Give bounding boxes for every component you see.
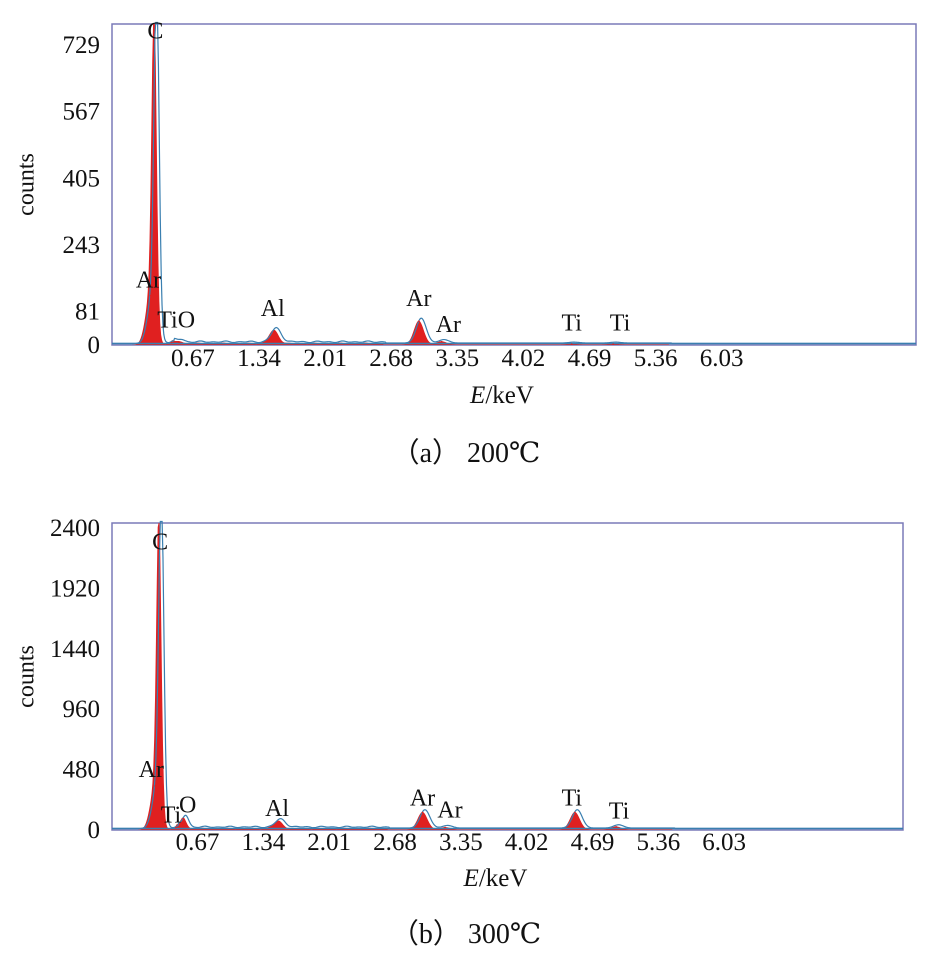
chart-b-peak-marker xyxy=(158,533,160,536)
chart-b-xtick-label: 1.34 xyxy=(241,829,285,856)
chart-a-caption: （a） 200℃ xyxy=(392,437,541,469)
chart-b-xtick-label: 6.03 xyxy=(702,829,746,856)
chart-b-xtick-label: 2.01 xyxy=(307,829,351,856)
chart-a-peak-marker xyxy=(272,331,275,333)
chart-a-spectrum-fill-group xyxy=(112,24,916,345)
chart-a-xtick-label: 6.03 xyxy=(700,345,744,372)
chart-b-peak-label: Al xyxy=(265,796,289,822)
chart-b-x-axis-symbol: E xyxy=(463,865,479,892)
chart-b-peak-marker xyxy=(175,826,177,829)
chart-a-xtick-label: 3.35 xyxy=(435,345,479,372)
chart-a-peak-marker xyxy=(149,294,152,297)
chart-b-peak-label: Ti xyxy=(562,785,583,811)
chart-a-peak-label: Ti xyxy=(561,311,582,337)
chart-b-xtick-label: 4.69 xyxy=(571,829,615,856)
chart-a-xtick-label: 4.02 xyxy=(501,345,545,372)
chart-b-ytick-label: 1920 xyxy=(50,575,100,602)
chart-b-spectrum-line xyxy=(112,520,903,830)
chart-a-ytick-label: 243 xyxy=(63,232,101,259)
chart-a-plot-frame xyxy=(111,23,917,346)
chart-a-spectrum-fill xyxy=(112,24,916,345)
chart-b-ytick-label: 2400 xyxy=(50,515,100,542)
chart-b-peak-marker xyxy=(574,811,576,814)
chart-b-peak-label: O xyxy=(179,792,196,818)
chart-a-peak-label: Ti xyxy=(610,311,631,337)
chart-a-x-axis-unit: /keV xyxy=(485,382,534,409)
chart-a-peak-label: Al xyxy=(261,296,285,322)
chart-b-xtick-label: 4.02 xyxy=(505,829,549,856)
eds-spectrum-chart-a: 0 81 243 405 567 729 0.67 1.34 2.01 2.68 3.35 4.02 4… xyxy=(14,18,917,469)
chart-a-peak-marker xyxy=(570,343,573,345)
chart-b-peak-label: Ti xyxy=(161,802,182,828)
chart-a-ytick-label: 81 xyxy=(75,299,100,326)
chart-a-peak-label: TiO xyxy=(157,308,195,334)
chart-a-peak-marker xyxy=(178,341,180,344)
chart-a-peak-label: Ar xyxy=(136,267,161,293)
chart-a-ytick-label: 729 xyxy=(63,32,101,59)
chart-a-x-axis-symbol: E xyxy=(469,382,485,409)
chart-b-peak-marker xyxy=(444,826,446,829)
chart-b-xtick-label: 3.35 xyxy=(439,829,483,856)
chart-a-peak-marker xyxy=(153,25,155,27)
chart-b-peak-label: Ar xyxy=(410,785,435,811)
chart-a-xtick-label: 5.36 xyxy=(634,345,678,372)
chart-b-caption: （b） 300℃ xyxy=(391,918,541,950)
chart-a-ytick-label: 405 xyxy=(63,165,101,192)
chart-b-xtick-label: 0.67 xyxy=(176,829,220,856)
chart-a-x-axis-label: E/keV xyxy=(469,382,534,409)
chart-a-peak-marker xyxy=(418,320,420,322)
chart-a-peak-marker xyxy=(612,343,614,345)
chart-b-ytick-label: 1440 xyxy=(50,636,100,663)
chart-b-peak-marker xyxy=(277,821,279,824)
chart-b-peak-label: Ar xyxy=(437,797,462,823)
chart-b-plot-frame xyxy=(111,522,904,831)
chart-b-peak-marker xyxy=(182,817,185,820)
chart-b-peak-label: Ti xyxy=(609,799,630,825)
chart-b-xtick-label: 2.68 xyxy=(373,829,417,856)
chart-b-peak-label: Ar xyxy=(139,757,164,783)
chart-a-peak-label: C xyxy=(147,18,163,44)
chart-b-ytick-label: 0 xyxy=(88,817,101,844)
chart-a-ytick-label: 0 xyxy=(88,332,101,359)
chart-b-ytick-label: 480 xyxy=(63,757,101,784)
chart-b-peak-marker xyxy=(615,826,617,828)
chart-a-xtick-label: 0.67 xyxy=(171,345,215,372)
chart-b-spectrum-fill-group xyxy=(112,523,903,830)
chart-b-peak-marker xyxy=(154,785,157,787)
chart-a-xtick-label: 2.01 xyxy=(303,345,347,372)
chart-b-peak-marker xyxy=(421,811,424,814)
chart-b-x-axis-label: E/keV xyxy=(463,865,528,892)
chart-a-peak-label: Ar xyxy=(436,312,461,338)
eds-spectrum-chart-b: 0 480 960 1440 1920 2400 0.67 1.34 2.01 2.68 3.35 4… xyxy=(14,515,904,950)
chart-b-xtick-label: 5.36 xyxy=(636,829,680,856)
chart-b-x-axis-unit: /keV xyxy=(479,865,528,892)
chart-a-peak-label: Ar xyxy=(406,286,431,312)
chart-a-peak-marker xyxy=(440,340,443,343)
chart-a-xtick-label: 1.34 xyxy=(237,345,281,372)
chart-a-xtick-label: 2.68 xyxy=(369,345,413,372)
chart-b-ytick-label: 960 xyxy=(63,696,101,723)
chart-a-peak-marker xyxy=(170,341,172,344)
chart-a-spectrum-line xyxy=(112,21,916,345)
chart-a-xtick-label: 4.69 xyxy=(568,345,612,372)
chart-a-ytick-label: 567 xyxy=(63,99,101,126)
chart-a-y-axis-label: counts xyxy=(14,153,40,216)
chart-b-spectrum-fill xyxy=(112,523,903,830)
chart-b-peak-label: C xyxy=(152,529,168,555)
chart-b-y-axis-label: counts xyxy=(14,645,40,708)
